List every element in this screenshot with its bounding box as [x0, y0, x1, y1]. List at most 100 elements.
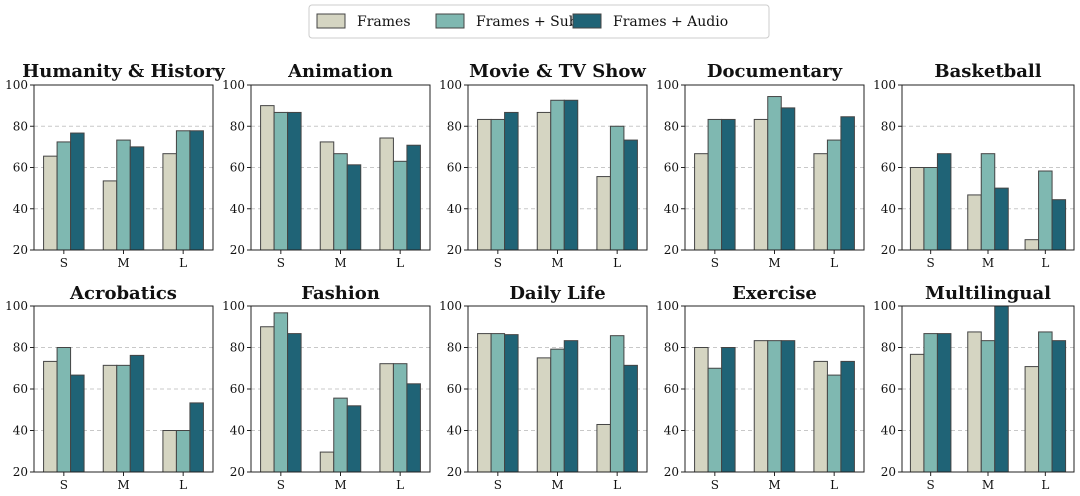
plot-frame — [901, 305, 1075, 473]
plot-frame — [467, 305, 648, 473]
y-tick-label: 100 — [5, 78, 28, 92]
bar-frames-audio-l — [406, 383, 421, 472]
bar-frames-audio-s — [721, 118, 736, 250]
x-tick-label: S — [711, 478, 719, 492]
bar-frames-subs-l — [392, 160, 408, 250]
legend: Frames Frames + Subs Frames + Audio — [308, 4, 770, 39]
legend-swatch-frames-subs — [435, 13, 465, 29]
x-tick-label: S — [60, 256, 68, 270]
bar-frames-l — [1024, 366, 1040, 472]
y-tick-label: 100 — [439, 299, 462, 313]
bar-frames-audio-s — [504, 334, 519, 472]
panel-daily-life: Daily Life 20 40 60 80 100 S M L — [439, 283, 648, 492]
y-tick-label: 40 — [447, 202, 462, 216]
bar-frames-subs-l — [1038, 331, 1053, 472]
plot-frame — [250, 84, 431, 251]
bar-frames-m — [753, 340, 769, 472]
y-tick-label: 40 — [230, 424, 245, 438]
bar-frames-m — [753, 118, 769, 250]
x-tick-label: L — [396, 478, 404, 492]
y-tick-label: 60 — [664, 161, 679, 175]
bar-frames-l — [813, 153, 828, 250]
bar-frames-subs-s — [56, 141, 72, 250]
bar-frames-audio-l — [189, 130, 204, 250]
bar-frames-m — [319, 141, 335, 250]
y-tick-label: 80 — [13, 341, 28, 355]
bar-frames-subs-s — [490, 333, 506, 472]
bar-frames-subs-l — [1038, 170, 1053, 250]
bar-frames-audio-m — [346, 405, 362, 472]
bar-frames-audio-l — [1051, 199, 1067, 250]
plot-frame — [33, 305, 214, 473]
y-tick-label: 60 — [230, 382, 245, 396]
panel-fashion: Fashion 20 40 60 80 100 S M L — [222, 283, 431, 492]
bar-frames-m — [536, 357, 552, 472]
y-tick-label: 20 — [664, 243, 679, 257]
bar-frames-l — [162, 153, 177, 250]
bar-frames-audio-s — [504, 111, 519, 250]
bar-frames-audio-l — [840, 116, 855, 250]
legend-label-frames-subs: Frames + Subs — [476, 14, 585, 30]
bar-frames-audio-m — [780, 340, 796, 472]
plot-frame — [250, 305, 431, 473]
bar-frames-m — [967, 331, 982, 472]
bar-frames-audio-l — [623, 139, 638, 250]
x-tick-label: L — [1041, 256, 1049, 270]
panel-title: Fashion — [301, 283, 380, 304]
bar-frames-s — [909, 353, 925, 472]
y-tick-label: 40 — [664, 202, 679, 216]
bar-frames-subs-m — [980, 153, 996, 250]
panel-title: Acrobatics — [69, 283, 177, 304]
y-tick-label: 100 — [5, 299, 28, 313]
bar-frames-audio-s — [287, 111, 302, 250]
bar-frames-s — [43, 360, 58, 472]
bar-frames-subs-l — [392, 363, 408, 472]
bar-frames-s — [694, 347, 709, 472]
y-tick-label: 40 — [881, 202, 896, 216]
bar-frames-subs-l — [175, 130, 191, 250]
bar-frames-subs-m — [767, 96, 782, 250]
bar-frames-subs-l — [609, 125, 625, 250]
panel-title: Basketball — [934, 61, 1041, 82]
bar-frames-s — [477, 333, 492, 472]
bar-frames-audio-m — [563, 99, 579, 250]
x-tick-label: M — [551, 478, 563, 492]
panel-title: Exercise — [732, 283, 817, 304]
bar-frames-l — [813, 360, 828, 472]
bar-frames-subs-m — [550, 348, 565, 472]
bar-frames-audio-s — [936, 153, 952, 250]
x-tick-label: L — [396, 256, 404, 270]
bars — [260, 105, 421, 250]
y-tick-label: 80 — [447, 341, 462, 355]
bar-frames-m — [102, 180, 118, 250]
y-tick-label: 80 — [447, 119, 462, 133]
panel-humanity-and-history: Humanity & History 20 40 60 80 100 S M L — [5, 61, 225, 270]
bar-frames-audio-l — [1051, 340, 1067, 472]
bar-frames-subs-s — [707, 118, 723, 250]
y-tick-label: 40 — [230, 202, 245, 216]
plot-frame — [684, 84, 865, 251]
x-tick-label: L — [179, 256, 187, 270]
x-tick-label: L — [830, 478, 838, 492]
legend-swatch-frames — [316, 13, 346, 29]
x-tick-label: S — [60, 478, 68, 492]
bar-frames-subs-s — [56, 347, 72, 472]
y-tick-label: 20 — [881, 243, 896, 257]
bar-frames-s — [909, 167, 925, 250]
bar-frames-s — [43, 155, 58, 250]
y-tick-label: 100 — [656, 78, 679, 92]
x-tick-label: L — [830, 256, 838, 270]
y-tick-label: 20 — [881, 465, 896, 479]
y-tick-label: 40 — [447, 424, 462, 438]
bars — [43, 347, 204, 472]
y-tick-label: 20 — [230, 243, 245, 257]
y-tick-label: 20 — [447, 465, 462, 479]
bar-frames-audio-m — [346, 164, 362, 250]
x-tick-label: S — [494, 478, 502, 492]
y-tick-label: 80 — [230, 119, 245, 133]
bar-frames-subs-m — [550, 99, 565, 250]
y-tick-label: 100 — [873, 78, 896, 92]
y-tick-label: 100 — [222, 299, 245, 313]
bars — [694, 96, 855, 250]
panel-documentary: Documentary 20 40 60 80 100 S M L — [656, 61, 865, 270]
